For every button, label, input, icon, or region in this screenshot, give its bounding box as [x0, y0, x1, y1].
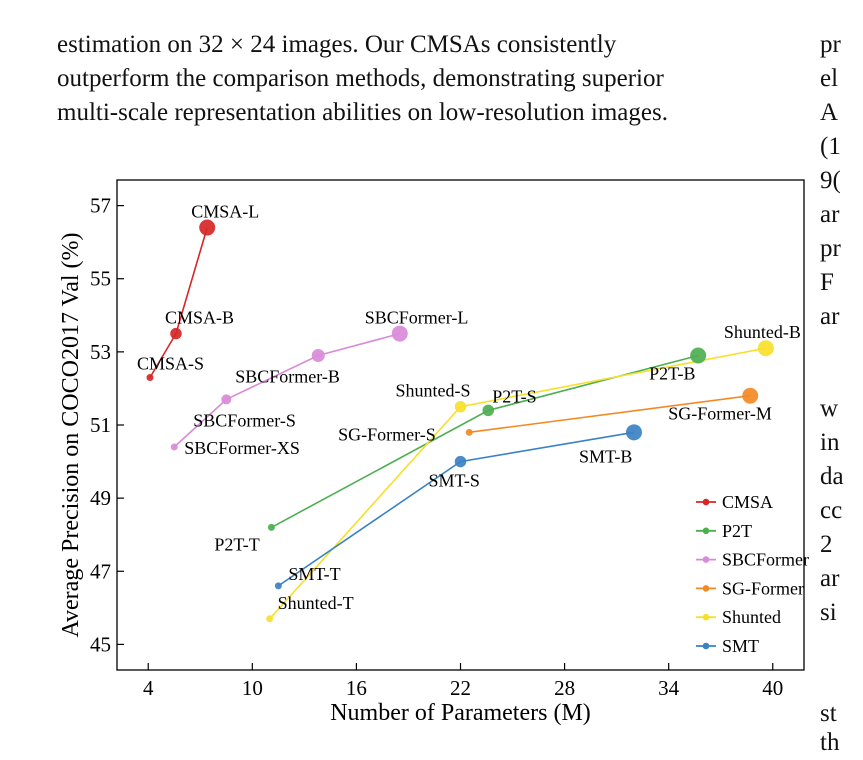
- data-point-p2t-s: [482, 404, 495, 417]
- legend-swatch-dot: [702, 613, 710, 621]
- data-point-cmsa-b: [170, 327, 182, 340]
- y-tick-label: 55: [90, 267, 111, 291]
- data-point-smt-s: [454, 455, 467, 468]
- column-fragment: in: [820, 429, 840, 456]
- x-axis-label: Number of Parameters (M): [330, 700, 591, 726]
- paragraph-line: multi-scale representation abilities on …: [57, 99, 668, 126]
- x-tick-label: 40: [762, 676, 783, 700]
- point-label: CMSA-S: [137, 353, 204, 373]
- point-label: SBCFormer-B: [235, 367, 340, 387]
- column-fragment: da: [820, 463, 844, 490]
- legend-swatch-dot: [702, 527, 710, 535]
- column-fragment: A: [820, 99, 839, 126]
- legend-entry: CMSA: [722, 492, 773, 512]
- data-point-smt-b: [625, 424, 642, 441]
- column-fragment: cc: [820, 497, 843, 524]
- series-line-sg-former: [469, 394, 751, 434]
- series-points: [146, 219, 774, 623]
- legend: CMSA P2T SBCFormer SG-Former Shunted SMT: [696, 492, 809, 656]
- column-fragment: pr: [820, 31, 841, 58]
- legend-swatch-dot: [702, 498, 710, 506]
- column-fragment: F: [820, 269, 834, 296]
- data-point-sbcformer-s: [221, 394, 232, 405]
- data-point-sg-former-s: [465, 428, 473, 436]
- data-point-shunted-t: [266, 615, 274, 623]
- legend-swatch-dot: [702, 556, 710, 563]
- data-point-p2t-b: [690, 347, 707, 364]
- legend-entry: SBCFormer: [722, 550, 809, 570]
- x-tick-label: 16: [346, 676, 367, 700]
- point-label: SMT-B: [579, 446, 632, 466]
- y-tick-label: 53: [90, 340, 111, 364]
- column-fragment: el: [820, 65, 839, 92]
- column-fragment: w: [820, 395, 839, 422]
- legend-swatch-dot: [702, 585, 710, 592]
- column-fragment: si: [820, 599, 837, 626]
- column-fragment: 2: [820, 531, 833, 558]
- y-tick-label: 45: [90, 632, 111, 656]
- column-fragment: ar: [820, 201, 840, 228]
- data-point-shunted-s: [454, 400, 467, 413]
- y-tick-label: 49: [90, 486, 111, 510]
- data-point-cmsa-s: [146, 373, 154, 381]
- column-fragment: ar: [820, 565, 840, 592]
- column-fragment: (1: [820, 133, 841, 160]
- y-tick-label: 57: [90, 194, 111, 218]
- data-point-sbcformer-l: [391, 325, 408, 342]
- point-label: SBCFormer-S: [193, 410, 296, 430]
- column-fragment: st: [820, 700, 837, 727]
- point-label: P2T-B: [649, 364, 695, 384]
- series-line-sbcformer: [173, 332, 401, 448]
- paragraph-line: estimation on 32 × 24 images. Our CMSAs …: [57, 31, 617, 58]
- x-tick-label: 22: [450, 676, 471, 700]
- right-column-bottom: st th: [820, 697, 863, 756]
- legend-entry: SMT: [722, 636, 759, 656]
- point-label: Shunted-B: [724, 322, 801, 342]
- y-tick-label: 47: [90, 559, 111, 583]
- paragraph-line: outperform the comparison methods, demon…: [57, 65, 664, 92]
- data-point-p2t-t: [267, 523, 275, 531]
- point-label: P2T-T: [214, 534, 259, 554]
- column-fragment: 9(: [820, 167, 841, 194]
- x-tick-label: 4: [143, 676, 154, 700]
- point-label: Shunted-T: [278, 593, 354, 613]
- column-fragment: th: [820, 729, 840, 756]
- body-paragraph: estimation on 32 × 24 images. Our CMSAs …: [57, 28, 809, 130]
- legend-entry: SG-Former: [722, 578, 804, 598]
- point-label: SG-Former-M: [668, 404, 772, 424]
- column-fragment: ar: [820, 303, 840, 330]
- legend-entry: P2T: [722, 521, 752, 541]
- x-tick-label: 10: [242, 676, 263, 700]
- y-axis-label: Average Precision on COCO2017 Val (%): [58, 232, 84, 637]
- point-label: Shunted-S: [396, 381, 471, 401]
- point-label: CMSA-B: [165, 308, 234, 328]
- data-point-sbcformer-xs: [170, 443, 178, 451]
- data-point-smt-t: [274, 582, 282, 590]
- column-fragment: pr: [820, 235, 841, 262]
- legend-swatch-dot: [702, 642, 710, 650]
- point-labels: CMSA-S CMSA-B CMSA-L P2T-T P2T-S P2T-B SBCForm…: [137, 202, 801, 613]
- right-column-top: pr el A (1 9( ar pr F ar: [820, 28, 863, 334]
- legend-entry: Shunted: [722, 607, 781, 627]
- right-column-middle: w in da cc 2 ar si: [820, 392, 863, 630]
- point-label: SBCFormer-L: [365, 308, 469, 328]
- x-tick-label: 34: [658, 676, 680, 700]
- point-label: SBCFormer-XS: [184, 438, 300, 458]
- data-point-shunted-b: [757, 340, 774, 357]
- point-label: SMT-T: [288, 564, 340, 584]
- data-point-sbcformer-b: [311, 349, 325, 363]
- x-tick-label: 28: [554, 676, 575, 700]
- point-label: SMT-S: [429, 471, 480, 491]
- point-label: SG-Former-S: [338, 424, 436, 444]
- y-tick-label: 51: [90, 413, 111, 437]
- point-label: P2T-S: [492, 386, 536, 406]
- data-point-sg-former-m: [742, 387, 759, 404]
- data-point-cmsa-l: [199, 219, 216, 236]
- axis-ticks: 4 10 16 22 28 34 40 45 47 49 51 53 55 57: [90, 194, 783, 700]
- point-label: CMSA-L: [191, 202, 259, 222]
